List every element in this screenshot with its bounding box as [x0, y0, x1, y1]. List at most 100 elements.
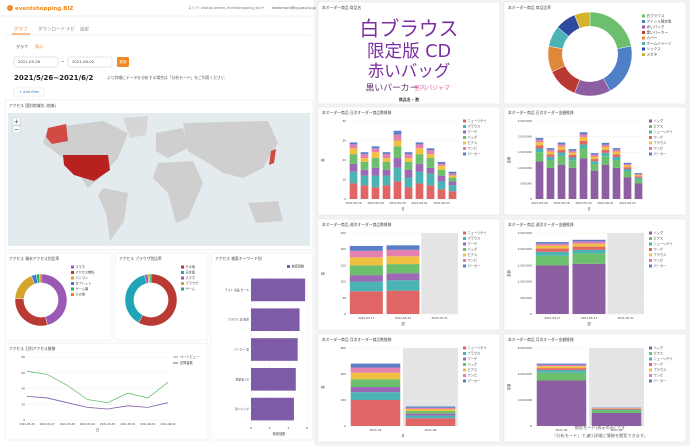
- panel-title: 本オーダー商品 月次オーダー商品数推移: [322, 337, 392, 342]
- legend-label: パーカー: [468, 151, 481, 156]
- bar-segment: [393, 130, 402, 135]
- bar-segment: [415, 144, 424, 149]
- filter-box[interactable]: [13, 87, 45, 97]
- x-tick-label: 2021-06-01: [597, 201, 613, 205]
- tab[interactable]: ナビ: [66, 26, 75, 33]
- legend-label: ワンピ: [468, 258, 478, 263]
- bar-segment: [572, 263, 606, 314]
- bar-segment: [393, 158, 402, 168]
- bar-segment: [405, 409, 456, 412]
- date-input[interactable]: [13, 56, 59, 68]
- legend-swatch: [463, 130, 466, 134]
- y-tick-label: 40: [21, 387, 25, 391]
- bar-segment: [535, 248, 569, 252]
- legend-label: タブレット: [76, 281, 92, 286]
- legend-swatch: [649, 248, 652, 251]
- y-tick-label: 250: [341, 231, 347, 235]
- tab[interactable]: ダウンロード: [38, 26, 65, 33]
- bar-segment: [572, 249, 606, 254]
- x-tick-label: 6: [306, 426, 308, 430]
- y-tick-label: 赤いバッグ: [235, 407, 249, 411]
- bar-segment: [572, 241, 606, 244]
- y-tick-label: 1,000,000: [518, 166, 532, 170]
- highlight-band: [607, 233, 644, 314]
- x-tick-label: 2021-05-30: [389, 201, 405, 205]
- y-tick-label: 1,000,000: [518, 280, 532, 284]
- x-tick-label: 2021-05-24: [395, 316, 411, 320]
- add-filter[interactable]: + Add filter: [19, 90, 40, 94]
- y-tick-label: 40: [342, 119, 346, 123]
- bar-segment: [591, 410, 642, 413]
- tab[interactable]: 設定: [80, 26, 89, 33]
- bar-segment: [572, 253, 606, 264]
- legend-swatch: [649, 147, 652, 150]
- x-tick-label: 2021-05-30: [575, 201, 591, 205]
- y-tick-label: パーカー 黒: [234, 348, 249, 352]
- bar-segment: [360, 185, 369, 199]
- y-tick-label: 80: [21, 355, 25, 359]
- bar-segment: [393, 181, 402, 199]
- bar-segment: [371, 167, 380, 176]
- user-email[interactable]: kashimura@cg-pay.co.jp: [272, 6, 316, 10]
- bar-segment: [448, 171, 457, 174]
- bar-segment: [426, 173, 435, 186]
- word: 白ブラウス: [360, 18, 459, 41]
- panel-title: アクセス ブラウザ別比率: [119, 256, 162, 261]
- subtab[interactable]: 表示: [35, 43, 43, 49]
- bar-segment: [426, 148, 435, 151]
- legend-swatch: [649, 374, 652, 377]
- legend-label: ピアス: [468, 367, 478, 372]
- bar-segment: [536, 368, 587, 371]
- bar-segment: [579, 137, 588, 141]
- legend-swatch: [649, 242, 652, 246]
- bar-segment: [612, 156, 621, 160]
- subtab[interactable]: グラフ: [16, 43, 28, 49]
- bar-segment: [536, 370, 587, 373]
- legend-swatch: [463, 119, 466, 123]
- bar-segment: [349, 171, 358, 184]
- bar-segment: [386, 273, 420, 281]
- legend-swatch: [463, 379, 466, 383]
- legend-label: ホームジャージ: [647, 41, 672, 46]
- bar-segment: [371, 175, 380, 188]
- legend-swatch: [463, 237, 466, 240]
- y-tick-label: テスト 商品 セール: [225, 288, 249, 292]
- bar-segment: [415, 163, 424, 172]
- legend-swatch: [181, 282, 184, 285]
- bar-segment: [349, 163, 358, 172]
- bar-segment: [415, 148, 424, 155]
- bar-segment: [612, 149, 621, 152]
- date-input[interactable]: [67, 56, 113, 68]
- bar-segment: [360, 169, 369, 176]
- bar-segment: [386, 256, 420, 265]
- tab[interactable]: グラフ: [14, 26, 28, 33]
- logo[interactable]: eventshopping.BIZ: [15, 6, 74, 12]
- legend-swatch: [181, 287, 184, 291]
- bar-segment: [590, 156, 599, 160]
- legend-label: ピアス: [468, 140, 478, 145]
- y-tick-label: 2,000,000: [518, 247, 532, 251]
- bar-segment: [437, 181, 446, 190]
- x-tick-label: 2021-05-17: [544, 316, 560, 320]
- update-button[interactable]: [117, 57, 129, 67]
- panel-title: 本オーダー商品 商品名: [322, 5, 361, 10]
- bar-segment: [405, 418, 456, 426]
- store-select[interactable]: ストア: eastay-stems_eventshopping_biz ▾: [188, 5, 264, 10]
- legend-label: ブラウザ: [186, 281, 200, 286]
- bar-segment: [382, 152, 391, 155]
- legend-label: ピアス: [468, 252, 478, 257]
- bar-segment: [349, 291, 383, 314]
- bar-segment: [386, 280, 420, 291]
- continent: [156, 128, 188, 158]
- legend-label: その他: [186, 264, 196, 269]
- logo-icon: [7, 5, 13, 11]
- word: 赤いバッグ: [368, 62, 451, 81]
- legend-label: メガネ: [647, 52, 658, 57]
- bar-segment: [634, 174, 643, 175]
- legend-label: バッグ: [654, 118, 664, 123]
- bar-segment: [568, 152, 577, 156]
- y-tick-label: 200: [341, 398, 347, 402]
- y-tick-label: 0: [530, 424, 532, 428]
- legend-label: 白ブラウス: [647, 13, 665, 18]
- bar-segment: [448, 185, 457, 192]
